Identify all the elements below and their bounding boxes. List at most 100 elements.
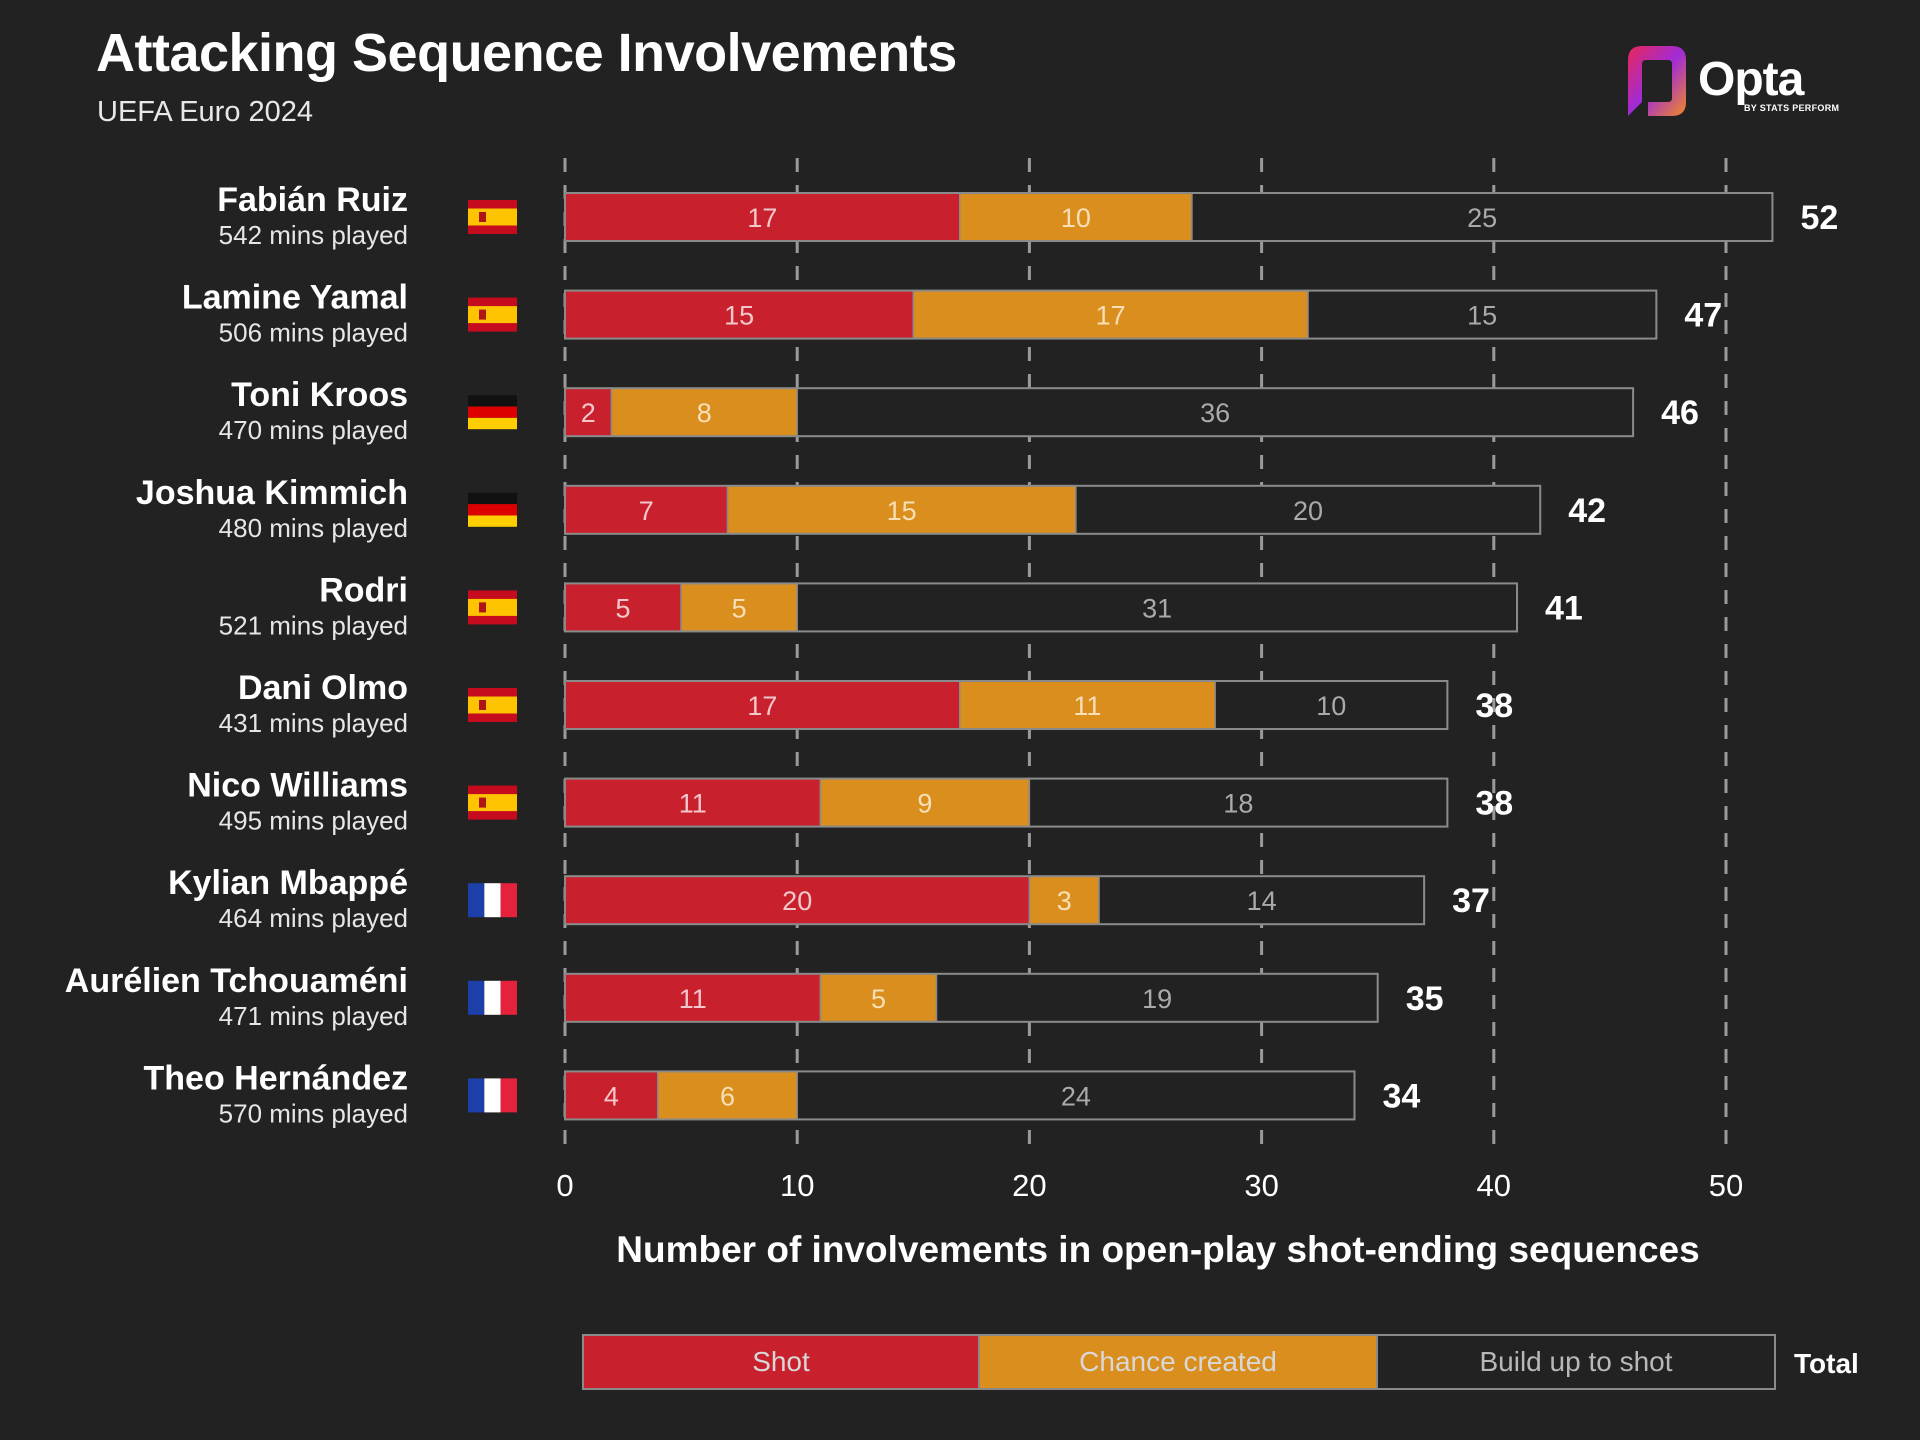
bar-segment-chance: [680, 582, 798, 633]
flag-spain-crest: [479, 797, 486, 808]
segment-value-label: 20: [1293, 496, 1323, 526]
x-tick-label: 40: [1477, 1168, 1511, 1203]
segment-value-label: 17: [747, 691, 777, 721]
bar-segment-chance: [610, 387, 798, 437]
minutes-played: 471 mins played: [219, 1001, 408, 1031]
bar-outline: [564, 972, 1379, 1023]
segment-value-label: 9: [917, 789, 932, 819]
total-value-label: 52: [1800, 199, 1838, 237]
segment-value-label: 10: [1316, 691, 1346, 721]
flag-germany-icon: [468, 492, 517, 505]
bar-segment-shot: [564, 875, 1031, 925]
flag-germany-band: [468, 406, 517, 418]
legend-total: Total: [1794, 1348, 1859, 1379]
bar-outline: [564, 387, 1635, 438]
bar-outline: [564, 1070, 1356, 1121]
chart-title: Attacking Sequence Involvements: [96, 23, 957, 83]
segment-value-label: 20: [782, 886, 812, 916]
player-name: Lamine Yamal: [182, 279, 408, 317]
flag-france-band: [500, 883, 517, 918]
segment-value-label: 3: [1057, 886, 1072, 916]
bar-segment-buildup: [796, 1070, 1356, 1121]
total-value-label: 35: [1406, 980, 1444, 1018]
legend-chance-created: Chance created: [980, 1334, 1378, 1390]
flag-germany-icon: [468, 395, 517, 407]
minutes-played: 464 mins played: [219, 903, 408, 933]
total-value-label: 46: [1661, 394, 1699, 432]
x-tick-label: 30: [1244, 1168, 1278, 1203]
total-value-label: 42: [1568, 492, 1606, 530]
segment-value-label: 15: [887, 496, 917, 526]
x-tick-label: 0: [556, 1168, 573, 1203]
minutes-played: 431 mins played: [219, 708, 408, 738]
segment-value-label: 5: [871, 984, 886, 1014]
total-value-label: 37: [1452, 882, 1490, 920]
flag-france-icon: [468, 883, 485, 918]
segment-value-label: 17: [1096, 301, 1126, 331]
legend-shot: Shot: [582, 1334, 980, 1390]
segment-value-label: 11: [1073, 691, 1101, 721]
flag-france-icon: [468, 1078, 485, 1113]
flag-spain-crest: [479, 309, 486, 320]
flag-france-band: [484, 883, 501, 918]
total-value-label: 47: [1684, 297, 1722, 335]
segment-value-label: 10: [1061, 203, 1091, 233]
flag-france-icon: [468, 980, 485, 1015]
bar-segment-buildup: [1075, 485, 1541, 535]
opta-tagline: BY STATS PERFORM: [1744, 103, 1840, 113]
segment-value-label: 5: [616, 593, 631, 623]
bar-segment-chance: [958, 192, 1193, 242]
opta-wordmark: Opta: [1698, 53, 1804, 106]
flag-spain-crest: [479, 700, 486, 710]
flag-germany-band: [468, 504, 517, 516]
segment-value-label: 4: [604, 1081, 619, 1111]
flag-france-band: [500, 1078, 517, 1113]
bar-outline: [564, 582, 1519, 633]
bar-segment-chance: [819, 777, 1031, 828]
segment-value-label: 18: [1223, 789, 1253, 819]
player-name: Aurélien Tchouaméni: [65, 962, 408, 1000]
minutes-played: 570 mins played: [219, 1098, 408, 1128]
segment-value-label: 24: [1061, 1081, 1091, 1111]
bar-segment-buildup: [1191, 192, 1774, 242]
legend-build-up: Build up to shot: [1378, 1334, 1776, 1390]
bar-segment-chance: [726, 485, 1077, 535]
flag-germany-band: [468, 515, 517, 527]
segment-value-label: 36: [1200, 398, 1230, 428]
minutes-played: 506 mins played: [219, 318, 408, 348]
minutes-played: 542 mins played: [219, 220, 408, 250]
chart-subtitle: UEFA Euro 2024: [97, 96, 314, 128]
segment-value-label: 14: [1247, 886, 1277, 916]
flag-spain-crest: [479, 602, 486, 613]
player-name: Rodri: [319, 571, 408, 609]
bar-segment-shot: [564, 289, 915, 340]
minutes-played: 521 mins played: [219, 610, 408, 640]
segment-value-label: 11: [679, 789, 707, 819]
opta-mark-icon: [1628, 46, 1686, 116]
bar-segment-shot: [564, 777, 822, 828]
segment-value-label: 11: [679, 984, 707, 1014]
bar-outline: [564, 680, 1449, 730]
flag-spain-band: [468, 306, 517, 324]
flag-france-band: [484, 1078, 501, 1113]
bar-segment-shot: [564, 387, 613, 437]
bar-segment-chance: [958, 680, 1216, 730]
player-name: Dani Olmo: [238, 669, 408, 707]
segment-value-label: 31: [1142, 593, 1172, 623]
minutes-played: 470 mins played: [219, 415, 408, 445]
segment-value-label: 19: [1142, 984, 1172, 1014]
segment-value-label: 8: [697, 398, 712, 428]
flag-spain-band: [468, 696, 517, 714]
flag-germany-band: [468, 417, 517, 430]
minutes-played: 495 mins played: [219, 806, 408, 836]
bar-segment-buildup: [1307, 289, 1658, 340]
x-tick-label: 20: [1012, 1168, 1046, 1203]
segment-value-label: 15: [1467, 301, 1497, 331]
bar-outline: [564, 484, 1542, 535]
total-value-label: 34: [1382, 1077, 1420, 1115]
opta-logo: Opta BY STATS PERFORM: [1620, 42, 1850, 122]
x-tick-label: 50: [1709, 1168, 1743, 1203]
bar-outline: [564, 777, 1449, 828]
bar-segment-shot: [564, 582, 682, 633]
player-name: Kylian Mbappé: [168, 864, 408, 902]
